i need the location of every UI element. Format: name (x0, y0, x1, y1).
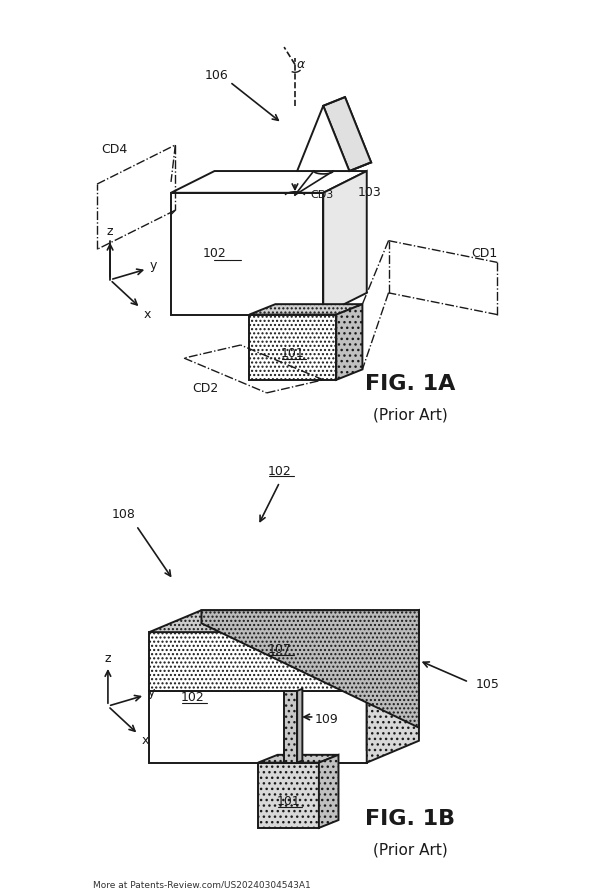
Text: z: z (107, 226, 113, 239)
Text: CD1: CD1 (471, 247, 497, 260)
Text: 101: 101 (281, 347, 305, 361)
Text: 107: 107 (268, 643, 292, 656)
Polygon shape (297, 163, 371, 171)
Polygon shape (323, 171, 367, 314)
Text: x: x (141, 734, 148, 748)
Polygon shape (150, 632, 367, 691)
Text: 109: 109 (315, 713, 338, 725)
Polygon shape (171, 171, 367, 193)
Polygon shape (171, 193, 323, 314)
Polygon shape (258, 763, 319, 828)
Text: CD2: CD2 (193, 382, 219, 395)
Polygon shape (297, 106, 349, 171)
Polygon shape (336, 305, 362, 380)
Text: FIG. 1A: FIG. 1A (365, 374, 455, 394)
Text: 101: 101 (277, 796, 300, 808)
Polygon shape (258, 755, 338, 763)
Text: More at Patents-Review.com/US20240304543A1: More at Patents-Review.com/US20240304543… (93, 880, 311, 888)
Text: 108: 108 (111, 508, 135, 521)
Polygon shape (319, 97, 371, 163)
Text: x: x (144, 308, 151, 321)
Text: CD4: CD4 (101, 143, 128, 155)
Text: CD3: CD3 (310, 190, 333, 200)
Text: (Prior Art): (Prior Art) (373, 842, 447, 857)
Text: 102: 102 (181, 691, 204, 704)
Text: FIG. 1B: FIG. 1B (365, 809, 455, 829)
Polygon shape (249, 305, 362, 314)
Polygon shape (367, 610, 419, 749)
Text: 102: 102 (203, 247, 226, 260)
Polygon shape (367, 610, 419, 763)
Text: 106: 106 (205, 69, 229, 82)
Text: y: y (150, 259, 157, 273)
Polygon shape (201, 610, 419, 727)
Polygon shape (319, 755, 338, 828)
Polygon shape (150, 691, 367, 763)
Polygon shape (284, 691, 297, 763)
Text: z: z (105, 652, 111, 665)
Polygon shape (323, 97, 371, 171)
Polygon shape (249, 314, 336, 380)
Text: α: α (297, 58, 305, 71)
Polygon shape (150, 610, 419, 632)
Text: y: y (148, 686, 155, 699)
Polygon shape (297, 689, 302, 763)
Text: 102: 102 (268, 464, 292, 478)
Text: 105: 105 (476, 678, 499, 691)
Text: 103: 103 (358, 186, 382, 199)
Text: (Prior Art): (Prior Art) (373, 407, 447, 422)
